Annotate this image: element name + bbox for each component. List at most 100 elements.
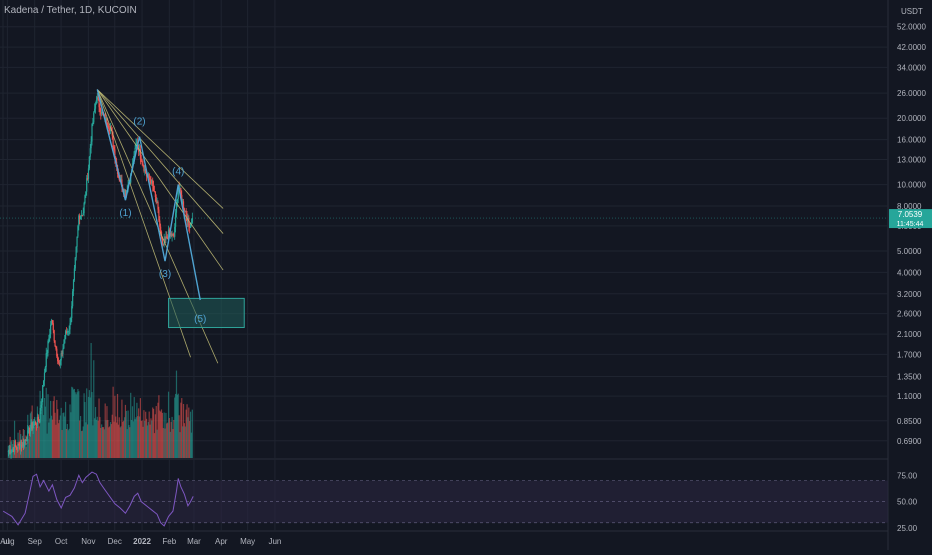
volume-bar (177, 393, 179, 458)
candle-body (155, 197, 157, 203)
candle-body (136, 141, 138, 144)
volume-bar (168, 418, 171, 458)
volume-bar (65, 401, 67, 458)
candle-body (149, 177, 151, 180)
candle-body (41, 398, 43, 405)
volume-bar (49, 418, 51, 458)
volume-bar (74, 392, 76, 458)
candle-body (47, 341, 49, 353)
volume-bar (42, 393, 44, 458)
candle-body (84, 195, 86, 204)
volume-bar (87, 424, 89, 458)
x-tick-label: Apr (215, 537, 228, 546)
volume-bar (102, 427, 105, 458)
x-tick-label: Oct (55, 537, 68, 546)
volume-bar (92, 425, 94, 458)
target-zone (168, 297, 245, 329)
candle-body (76, 236, 78, 247)
candle-body (160, 226, 162, 232)
candle-body (28, 428, 30, 431)
candle-body (87, 168, 90, 179)
candle-body (148, 173, 150, 178)
volume-bar (138, 416, 141, 458)
y-tick-label: 10.0000 (897, 181, 926, 190)
volume-bar (50, 415, 53, 458)
wave-label: (4) (172, 167, 184, 178)
candle-body (80, 214, 83, 217)
volume-bar (47, 394, 49, 458)
candle-body (16, 447, 18, 449)
x-tick-label: 2022 (133, 537, 151, 546)
candle-body (14, 444, 17, 447)
candle-body (152, 180, 154, 187)
candle-body (159, 220, 161, 227)
fan-line (97, 89, 224, 209)
volume-bar (186, 404, 188, 458)
volume-bar (110, 424, 112, 458)
x-tick-label: Sep (28, 537, 43, 546)
volume-bar (96, 416, 98, 458)
y-tick-label: 1.1000 (897, 392, 922, 401)
candle-body (94, 103, 97, 109)
volume-bar (115, 416, 117, 458)
volume-bar (94, 418, 96, 458)
candle-body (96, 97, 98, 101)
volume-bar (98, 398, 100, 458)
volume-bar (68, 428, 70, 458)
candle-body (121, 179, 123, 188)
candle-body (88, 156, 90, 169)
volume-bar (136, 402, 138, 458)
candle-body (186, 216, 188, 223)
candle-body (107, 125, 109, 128)
volume-bar (81, 430, 83, 458)
candle-body (112, 135, 114, 148)
candle-body (161, 237, 163, 244)
volume-bar (51, 419, 53, 458)
volume-bar (178, 415, 180, 458)
candle-body (95, 100, 97, 104)
volume-bar (53, 396, 55, 458)
y-tick-label: 13.0000 (897, 155, 926, 164)
volume-bar (85, 422, 87, 458)
candle-body (89, 148, 91, 157)
candle-body (174, 226, 176, 237)
candle-body (33, 423, 35, 426)
volume-bar (45, 387, 47, 458)
candle-body (167, 237, 169, 240)
last-price-value: 7.0539 (898, 210, 923, 219)
volume-bar (188, 407, 190, 458)
volume-bar (11, 440, 13, 458)
candle-body (79, 215, 81, 220)
candle-body (17, 443, 19, 449)
volume-bar (128, 425, 130, 458)
volume-bar (159, 410, 161, 458)
candle-body (69, 323, 71, 330)
candle-body (101, 111, 103, 114)
y-tick-label: 52.0000 (897, 23, 926, 32)
volume-bar (86, 388, 88, 458)
last-price-tag (889, 209, 932, 229)
candle-body (59, 360, 61, 365)
candle-body (48, 338, 50, 342)
volume-bar (167, 391, 170, 458)
candle-body (189, 225, 191, 228)
volume-bar (182, 426, 184, 458)
volume-bar (114, 395, 116, 458)
elliott-wave-line (96, 89, 201, 301)
volume-bar (145, 418, 148, 458)
candle-body (68, 329, 70, 331)
wave-label: (3) (159, 269, 171, 280)
volume-bar (32, 420, 34, 458)
volume-bar (138, 408, 140, 458)
candle-body (124, 189, 127, 197)
volume-bar (175, 370, 178, 458)
y-tick-label: 26.0000 (897, 89, 926, 98)
candle-body (175, 212, 177, 227)
volume-bar (158, 395, 160, 458)
volume-bar (181, 398, 183, 458)
candle-body (142, 163, 144, 166)
volume-bar (117, 424, 119, 458)
volume-bar (56, 399, 58, 458)
y-tick-label: 5.0000 (897, 247, 922, 256)
